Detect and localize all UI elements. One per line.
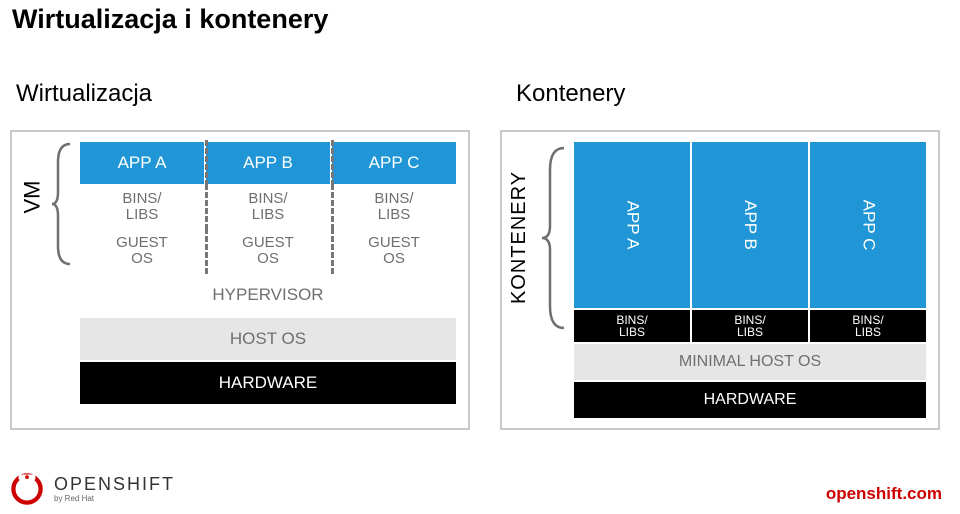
container-stack: APP A BINS/ LIBS APP B BINS/ LIBS APP C … <box>574 142 926 418</box>
container-diagram: KONTENERY APP A BINS/ LIBS APP B BINS/ L… <box>500 130 940 430</box>
container-app-a-label: APP A <box>622 201 642 250</box>
footer-logo-text: OPENSHIFT by Red Hat <box>54 475 175 503</box>
vm-hypervisor: HYPERVISOR <box>80 274 456 316</box>
vm-stack: APP A APP B APP C BINS/ LIBS BINS/ LIBS … <box>80 142 456 418</box>
brand-byline: by Red Hat <box>54 495 175 503</box>
vm-apps-row: APP A APP B APP C <box>80 142 456 184</box>
container-col-a: APP A BINS/ LIBS <box>574 142 690 342</box>
vm-guest-c: GUEST OS <box>332 230 456 272</box>
vm-hardware: HARDWARE <box>80 362 456 404</box>
vm-host-os: HOST OS <box>80 318 456 360</box>
container-col-c: APP C BINS/ LIBS <box>810 142 926 342</box>
vm-divider <box>205 140 208 186</box>
container-axis-text: KONTENERY <box>509 170 532 303</box>
container-axis-label: KONTENERY <box>500 142 540 332</box>
vm-diagram: VM APP A APP B APP C BINS/ LIBS BINS/ LI… <box>10 130 470 430</box>
vm-app-c: APP C <box>332 142 456 184</box>
container-columns: APP A BINS/ LIBS APP B BINS/ LIBS APP C … <box>574 142 926 342</box>
vm-divider <box>331 228 334 274</box>
footer-logo: OPENSHIFT by Red Hat <box>10 472 175 506</box>
vm-divider <box>331 140 334 186</box>
container-app-a: APP A <box>574 142 690 308</box>
subtitle-virtualization: Wirtualizacja <box>16 80 152 108</box>
vm-bins-b: BINS/ LIBS <box>206 186 330 228</box>
container-bins-c: BINS/ LIBS <box>810 310 926 342</box>
vm-bins-a: BINS/ LIBS <box>80 186 204 228</box>
vm-divider <box>205 184 208 230</box>
vm-bins-row: BINS/ LIBS BINS/ LIBS BINS/ LIBS <box>80 186 456 228</box>
container-app-c: APP C <box>810 142 926 308</box>
brand-name: OPENSHIFT <box>54 475 175 493</box>
container-host-os: MINIMAL HOST OS <box>574 344 926 380</box>
container-bins-a: BINS/ LIBS <box>574 310 690 342</box>
container-col-b: APP B BINS/ LIBS <box>692 142 808 342</box>
vm-divider <box>331 184 334 230</box>
vm-app-b: APP B <box>206 142 330 184</box>
vm-axis-text: VM <box>19 181 45 214</box>
container-app-b-label: APP B <box>740 200 760 250</box>
container-app-b: APP B <box>692 142 808 308</box>
container-hardware: HARDWARE <box>574 382 926 418</box>
vm-app-a: APP A <box>80 142 204 184</box>
vm-guest-a: GUEST OS <box>80 230 204 272</box>
container-bracket-icon <box>542 146 566 330</box>
subtitle-containers: Kontenery <box>516 80 625 108</box>
site-url: openshift.com <box>826 484 942 504</box>
openshift-logo-icon <box>10 472 44 506</box>
vm-axis-label: VM <box>10 130 54 264</box>
vm-bracket-icon <box>52 142 72 266</box>
container-bins-b: BINS/ LIBS <box>692 310 808 342</box>
vm-guest-row: GUEST OS GUEST OS GUEST OS <box>80 230 456 272</box>
page-title: Wirtualizacja i kontenery <box>12 4 328 35</box>
container-app-c-label: APP C <box>858 200 878 251</box>
vm-bins-c: BINS/ LIBS <box>332 186 456 228</box>
vm-guest-b: GUEST OS <box>206 230 330 272</box>
vm-divider <box>205 228 208 274</box>
